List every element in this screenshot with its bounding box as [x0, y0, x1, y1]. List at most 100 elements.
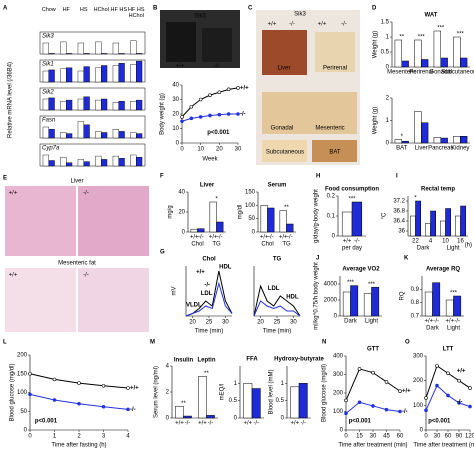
column-label: HF [62, 7, 70, 13]
panel-letter: E [3, 176, 7, 182]
bar [118, 63, 125, 83]
y-axis-label: mg/dl [238, 205, 244, 220]
point [28, 371, 32, 376]
significance: ** [204, 371, 209, 377]
bar-label: +/+ [175, 421, 184, 427]
x-tick-label: 60 [397, 434, 404, 440]
point [468, 386, 472, 390]
bar-label: +/+ [209, 235, 218, 241]
photo-label: Sik3 [294, 12, 306, 18]
panel-title: Rectal temp [421, 187, 455, 193]
significance: *** [450, 291, 458, 297]
photo-label: -/- [83, 191, 89, 197]
y-tick-label: 2000 [324, 298, 338, 304]
group-label: Dark [417, 246, 431, 252]
y-tick-label: 400 [333, 354, 344, 360]
bar-label: -/- [354, 239, 360, 245]
point [384, 380, 389, 384]
bar [175, 406, 184, 419]
bar [48, 128, 55, 139]
x-tick-label: 30 [235, 147, 242, 153]
panel-letter: L [3, 340, 7, 346]
panel-letter: O [405, 340, 410, 346]
x-tick-label: 3 [102, 434, 106, 440]
category-label: Perirenal [409, 70, 433, 76]
point [77, 381, 81, 385]
y-tick-label: 30 [172, 97, 179, 103]
column-label: HF HS HChol [128, 7, 145, 19]
category-label: Subcutaneous [441, 70, 474, 76]
y-tick-label: 36.8 [393, 209, 405, 215]
point [435, 383, 439, 388]
y-tick-label: 2 [166, 390, 170, 396]
bar [60, 156, 67, 167]
category-label: 16 [457, 239, 464, 245]
category-label: Chol [261, 242, 273, 248]
bar [298, 383, 308, 419]
point [468, 404, 472, 409]
bar [350, 285, 359, 317]
bar [42, 126, 49, 139]
x-tick-label: 30 [434, 434, 441, 440]
point [180, 115, 184, 119]
bar [83, 96, 90, 111]
photo-label: -/- [289, 22, 295, 28]
x-tick-label: 4 [126, 434, 130, 440]
bar-label: -/- [185, 421, 191, 427]
annotation: HDL [286, 295, 299, 301]
annotation: VLDL [186, 303, 202, 309]
category-label: Pancreas [428, 146, 453, 152]
y-tick-label: 200 [413, 378, 424, 384]
bar [66, 162, 73, 167]
series-label: -/- [204, 283, 210, 289]
bar [66, 53, 73, 55]
y-axis-label: mV [172, 287, 178, 296]
x-tick-label: 10 [197, 147, 204, 153]
y-axis-label: ml/kg^0.75/h body weight [314, 262, 320, 330]
y-tick-label: 50 [248, 216, 255, 222]
row-frame [39, 143, 146, 167]
y-tick-label: 300 [333, 372, 344, 378]
x-tick-label: 120 [465, 434, 474, 440]
bar [83, 66, 90, 83]
bar [363, 293, 372, 317]
annotation: LDL [201, 291, 213, 297]
point [208, 93, 212, 97]
bar [394, 39, 402, 68]
x-tick-label: 25 [274, 320, 281, 326]
y-tick-label: 2 [386, 96, 390, 102]
y-tick-label: 0 [340, 428, 344, 434]
point [198, 97, 203, 102]
y-tick-label: 0 [176, 141, 180, 147]
y-tick-label: 150 [17, 371, 28, 377]
point [398, 389, 402, 393]
bar [401, 140, 409, 144]
category-label: Insulin [174, 358, 194, 364]
bar-label: -/- [198, 235, 204, 241]
row-label: Sik1 [42, 62, 54, 68]
point [101, 383, 106, 388]
y-tick-label: 200 [17, 353, 28, 359]
panel-title: FFA [246, 357, 258, 363]
bar [286, 223, 294, 233]
photo [202, 28, 232, 62]
bar [48, 69, 55, 83]
bar [118, 100, 125, 111]
bar [60, 41, 67, 55]
category-label: Gonadal [429, 70, 452, 76]
bar [95, 155, 102, 167]
line [29, 393, 129, 410]
y-tick-label: 20 [172, 112, 179, 118]
y-tick-label: 0.9 [411, 287, 420, 293]
y-tick-label: 1 [234, 381, 238, 387]
point [236, 86, 240, 90]
x-axis-label: Time after treatment (min) [338, 443, 407, 449]
point [126, 407, 130, 412]
photo [262, 92, 357, 134]
y-tick-label: 100 [17, 390, 28, 396]
bar [112, 155, 119, 167]
bar [112, 65, 119, 83]
row-label: Sik3 [42, 34, 54, 40]
bar [101, 65, 108, 83]
